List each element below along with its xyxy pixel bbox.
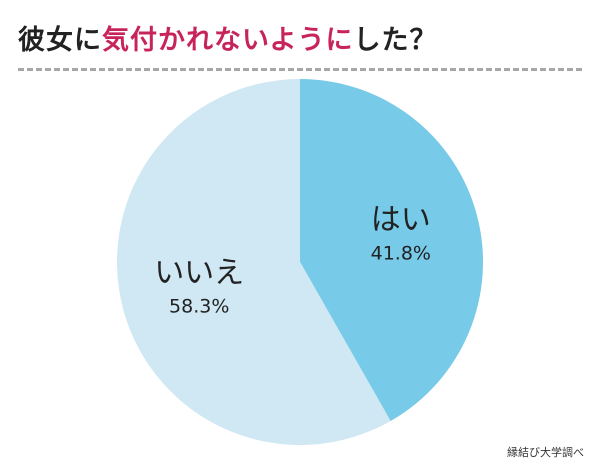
slice-value-0: 41.8% (371, 242, 431, 264)
source-note: 縁結び大学調べ (507, 446, 584, 459)
title-part-2: した？ (353, 25, 438, 56)
slice-label-0: はい (371, 202, 431, 237)
slice-value-1: 58.3% (169, 296, 229, 318)
pie-slice-0 (300, 79, 484, 422)
title-part-1: 彼女に (18, 25, 102, 56)
chart-title: 彼女に気付かれないようにした？ (18, 18, 437, 57)
slice-label-1: いいえ (154, 256, 244, 291)
pie-slice-1 (117, 79, 391, 446)
title-divider (18, 68, 582, 71)
title-highlight: 気付かれないように (102, 25, 354, 56)
